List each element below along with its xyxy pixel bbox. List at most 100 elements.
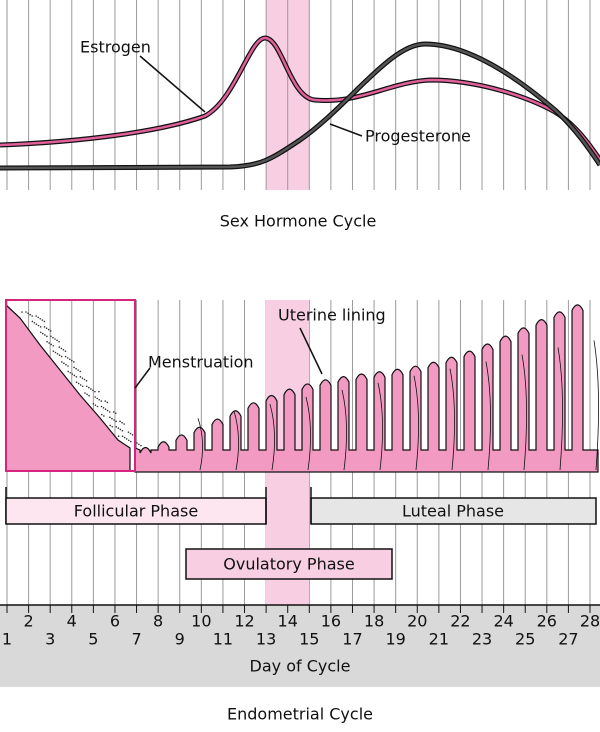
figure-title: Endometrial Cycle (227, 705, 373, 724)
dot (94, 390, 96, 393)
dot (117, 435, 120, 438)
dot (115, 425, 118, 428)
day-label: 15 (299, 630, 319, 649)
dot (86, 393, 88, 396)
gland (197, 418, 203, 471)
dot (54, 338, 56, 340)
dot (62, 349, 65, 351)
dot (58, 346, 61, 348)
day-label: 22 (450, 612, 470, 631)
dot (112, 411, 115, 413)
dot (81, 377, 84, 379)
day-label: 23 (472, 630, 492, 649)
dot (125, 438, 128, 440)
dot (96, 405, 99, 408)
menstruation-box (5, 299, 136, 472)
day-label: 24 (493, 612, 513, 631)
dot (85, 380, 88, 382)
day-label: 3 (45, 630, 55, 649)
dot (31, 320, 34, 323)
gland (269, 403, 275, 471)
dot (102, 407, 105, 409)
dot (129, 432, 132, 435)
dot (39, 317, 42, 320)
day-label: 6 (110, 612, 120, 631)
dot (98, 398, 101, 401)
progesterone-curve (0, 42, 600, 170)
dot (131, 434, 134, 436)
dot (100, 405, 103, 408)
dot (56, 339, 58, 342)
estrogen-curve (0, 36, 600, 161)
dot (45, 327, 48, 330)
dot (88, 394, 90, 397)
gland (593, 340, 599, 471)
follicular-box (5, 497, 267, 525)
dot (108, 411, 111, 413)
dot (67, 365, 69, 367)
dot (113, 419, 115, 421)
ovulatory-box (185, 548, 393, 580)
dot (35, 323, 38, 325)
dot (50, 343, 52, 346)
day-label: 28 (580, 612, 600, 631)
dot (73, 366, 75, 369)
phase-label: Luteal Phase (402, 502, 504, 521)
dot (47, 328, 50, 331)
dot (25, 311, 27, 313)
day-label: 2 (23, 612, 33, 631)
dot (60, 355, 63, 358)
dot (114, 412, 117, 415)
dot (119, 420, 121, 423)
dot (121, 421, 123, 424)
dot (64, 355, 67, 358)
dot (44, 334, 46, 336)
dot (92, 389, 94, 392)
dot (103, 415, 105, 417)
dot (92, 403, 95, 405)
dot (65, 363, 67, 366)
dot (46, 335, 48, 338)
dot (39, 331, 42, 334)
dot (104, 400, 107, 402)
dot (37, 316, 39, 319)
estrogen-label: Estrogen (80, 38, 151, 57)
dot (111, 417, 113, 420)
day-label: 9 (175, 630, 185, 649)
day-label: 8 (153, 612, 163, 631)
dot (109, 416, 111, 419)
day-label: 13 (256, 630, 276, 649)
dot (104, 408, 107, 411)
day-label: 7 (131, 630, 141, 649)
dot (66, 357, 69, 359)
dot (140, 444, 142, 447)
day-label: 4 (67, 612, 77, 631)
dot (52, 350, 55, 352)
dot (69, 371, 72, 374)
day-label: 27 (558, 630, 578, 649)
uterine-lining (134, 304, 599, 473)
gland (233, 411, 239, 471)
dot (106, 409, 109, 412)
dot (101, 413, 103, 416)
day-label: 21 (429, 630, 449, 649)
day-label: 14 (278, 612, 298, 631)
day-label: 5 (88, 630, 98, 649)
dot (83, 378, 86, 381)
dot (67, 370, 69, 373)
dot (121, 435, 124, 438)
dot (90, 388, 92, 390)
dot (85, 385, 88, 388)
leader-line (329, 123, 363, 137)
dot (56, 353, 59, 355)
dot (68, 358, 71, 361)
dot (115, 420, 117, 423)
dot (79, 384, 82, 386)
dot (71, 373, 74, 375)
phase-label: Ovulatory Phase (223, 555, 354, 574)
day-label: 1 (2, 630, 12, 649)
day-label: 19 (385, 630, 405, 649)
gland (485, 361, 491, 471)
day-label: 25 (515, 630, 535, 649)
day-label: 26 (537, 612, 557, 631)
